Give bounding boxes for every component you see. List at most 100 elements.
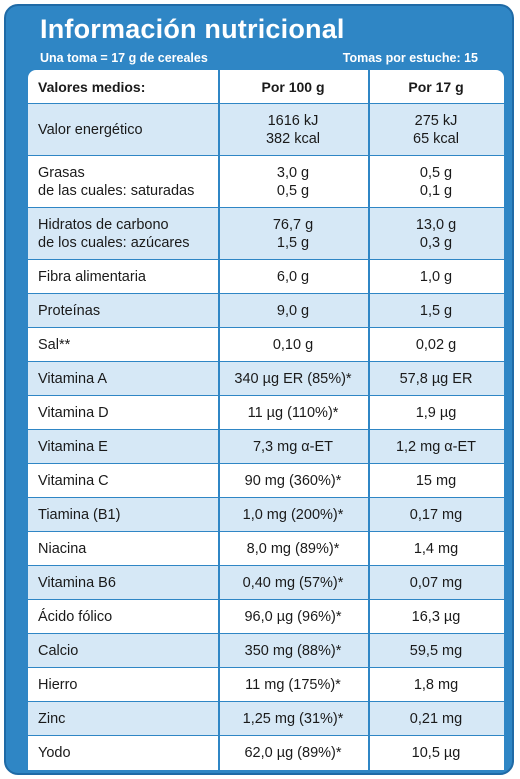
value-per-17g-cell: 1,5 g: [368, 294, 504, 327]
table-row: Grasas de las cuales: saturadas 3,0 g 0,5 g…: [28, 155, 504, 207]
value-per-100g-cell: 90 mg (360%)*: [218, 464, 368, 497]
column-divider-1: [218, 70, 220, 770]
value-per-17g: 1,9 µg: [415, 404, 457, 421]
nutrient-label: Calcio: [38, 642, 79, 659]
value-per-17g: 0,21 mg: [409, 710, 463, 727]
value-per-100g: 8,0 mg (89%)*: [246, 540, 340, 557]
table-row: Vitamina A 340 µg ER (85%)* 57,8 µg ER: [28, 361, 504, 395]
value-per-17g-cell: 1,4 mg: [368, 532, 504, 565]
value-per-17g: 0,17 mg: [409, 506, 463, 523]
value-per-17g: 15 mg: [415, 472, 457, 489]
table-row: Vitamina C 90 mg (360%)* 15 mg: [28, 463, 504, 497]
table-row: Hierro 11 mg (175%)* 1,8 mg: [28, 667, 504, 701]
value-per-100g-cell: 0,40 mg (57%)*: [218, 566, 368, 599]
nutrient-label: Hidratos de carbono: [38, 216, 169, 233]
nutrient-label: Niacina: [38, 540, 87, 557]
value-per-100g: 1,5 g: [276, 234, 310, 251]
value-per-17g: 0,1 g: [419, 182, 453, 199]
value-per-17g-cell: 13,0 g 0,3 g: [368, 208, 504, 259]
value-per-17g: 1,8 mg: [413, 676, 459, 693]
nutrient-label: Zinc: [38, 710, 66, 727]
nutrient-label-cell: Hierro: [38, 668, 218, 701]
table-row: Proteínas 9,0 g 1,5 g: [28, 293, 504, 327]
value-per-17g-cell: 1,9 µg: [368, 396, 504, 429]
nutrient-label-cell: Vitamina D: [38, 396, 218, 429]
serving-size: Una toma = 17 g de cereales: [40, 51, 208, 65]
value-per-17g-cell: 0,21 mg: [368, 702, 504, 735]
table-row: Sal** 0,10 g 0,02 g: [28, 327, 504, 361]
value-per-100g-cell: 350 mg (88%)*: [218, 634, 368, 667]
table-row: Niacina 8,0 mg (89%)* 1,4 mg: [28, 531, 504, 565]
value-per-17g-cell: 1,8 mg: [368, 668, 504, 701]
nutrient-label-cell: Sal**: [38, 328, 218, 361]
nutrient-label: Tiamina (B1): [38, 506, 121, 523]
value-per-17g: 59,5 mg: [409, 642, 463, 659]
value-per-17g-cell: 0,02 g: [368, 328, 504, 361]
value-per-17g: 13,0 g: [415, 216, 457, 233]
header-label: Valores medios:: [38, 78, 146, 95]
value-per-100g-cell: 11 µg (110%)*: [218, 396, 368, 429]
table-row: Valor energético 1616 kJ 382 kcal 275 kJ 65 …: [28, 103, 504, 155]
nutrient-label-cell: Hidratos de carbono de los cuales: azúcar…: [38, 208, 218, 259]
value-per-100g: 1616 kJ: [267, 112, 319, 129]
nutrient-label-cell: Tiamina (B1): [38, 498, 218, 531]
nutrition-panel: Información nutricional Una toma = 17 g …: [4, 4, 514, 775]
value-per-100g-cell: 76,7 g 1,5 g: [218, 208, 368, 259]
nutrient-label: Vitamina C: [38, 472, 109, 489]
nutrient-label-cell: Vitamina B6: [38, 566, 218, 599]
nutrient-label-cell: Vitamina A: [38, 362, 218, 395]
value-per-100g-cell: 1,25 mg (31%)*: [218, 702, 368, 735]
nutrient-label-cell: Vitamina E: [38, 430, 218, 463]
value-per-17g: 1,2 mg α-ET: [395, 438, 477, 455]
value-per-17g: 1,4 mg: [413, 540, 459, 557]
value-per-100g-cell: 11 mg (175%)*: [218, 668, 368, 701]
nutrient-label: Proteínas: [38, 302, 101, 319]
table-row: Vitamina E 7,3 mg α-ET 1,2 mg α-ET: [28, 429, 504, 463]
value-per-100g-cell: 62,0 µg (89%)*: [218, 736, 368, 769]
nutrient-label-cell: Vitamina C: [38, 464, 218, 497]
table-row: Hidratos de carbono de los cuales: azúcar…: [28, 207, 504, 259]
value-per-17g-cell: 15 mg: [368, 464, 504, 497]
value-per-100g: 1,0 mg (200%)*: [242, 506, 344, 523]
value-per-17g: 1,0 g: [419, 268, 453, 285]
nutrient-label-cell: Fibra alimentaria: [38, 260, 218, 293]
table-row: Vitamina B6 0,40 mg (57%)* 0,07 mg: [28, 565, 504, 599]
value-per-100g: 0,10 g: [272, 336, 314, 353]
header-per17: Por 17 g: [408, 78, 464, 95]
value-per-17g: 0,02 g: [415, 336, 457, 353]
column-divider-2: [368, 70, 370, 770]
value-per-100g: 96,0 µg (96%)*: [244, 608, 342, 625]
table-row: Yodo 62,0 µg (89%)* 10,5 µg: [28, 735, 504, 769]
value-per-17g: 275 kJ: [414, 112, 458, 129]
value-per-100g: 6,0 g: [276, 268, 310, 285]
nutrient-label: Hierro: [38, 676, 78, 693]
nutrient-label: Sal**: [38, 336, 71, 353]
nutrient-label: de los cuales: azúcares: [38, 234, 190, 251]
nutrient-label: Fibra alimentaria: [38, 268, 146, 285]
value-per-100g: 76,7 g: [272, 216, 314, 233]
value-per-100g: 11 µg (110%)*: [247, 404, 339, 421]
nutrition-table: Valores medios: Por 100 g Por 17 g Valor…: [28, 70, 504, 770]
value-per-17g-cell: 0,17 mg: [368, 498, 504, 531]
table-row: Tiamina (B1) 1,0 mg (200%)* 0,17 mg: [28, 497, 504, 531]
table-row: Fibra alimentaria 6,0 g 1,0 g: [28, 259, 504, 293]
table-row: Ácido fólico 96,0 µg (96%)* 16,3 µg: [28, 599, 504, 633]
nutrient-label: Vitamina B6: [38, 574, 116, 591]
nutrient-label-cell: Yodo: [38, 736, 218, 769]
servings-per-pack: Tomas por estuche: 15: [342, 51, 478, 65]
table-row: Zinc 1,25 mg (31%)* 0,21 mg: [28, 701, 504, 735]
value-per-17g: 0,07 mg: [409, 574, 463, 591]
value-per-17g: 16,3 µg: [411, 608, 461, 625]
value-per-100g-cell: 340 µg ER (85%)*: [218, 362, 368, 395]
nutrient-label-cell: Grasas de las cuales: saturadas: [38, 156, 218, 207]
nutrient-label-cell: Zinc: [38, 702, 218, 735]
value-per-17g: 10,5 µg: [411, 744, 461, 761]
value-per-17g-cell: 57,8 µg ER: [368, 362, 504, 395]
nutrient-label: Ácido fólico: [38, 608, 113, 625]
value-per-100g: 9,0 g: [276, 302, 310, 319]
value-per-17g: 0,3 g: [419, 234, 453, 251]
value-per-100g-cell: 3,0 g 0,5 g: [218, 156, 368, 207]
value-per-100g-cell: 96,0 µg (96%)*: [218, 600, 368, 633]
value-per-100g: 382 kcal: [265, 130, 320, 147]
value-per-100g: 340 µg ER (85%)*: [234, 370, 352, 387]
